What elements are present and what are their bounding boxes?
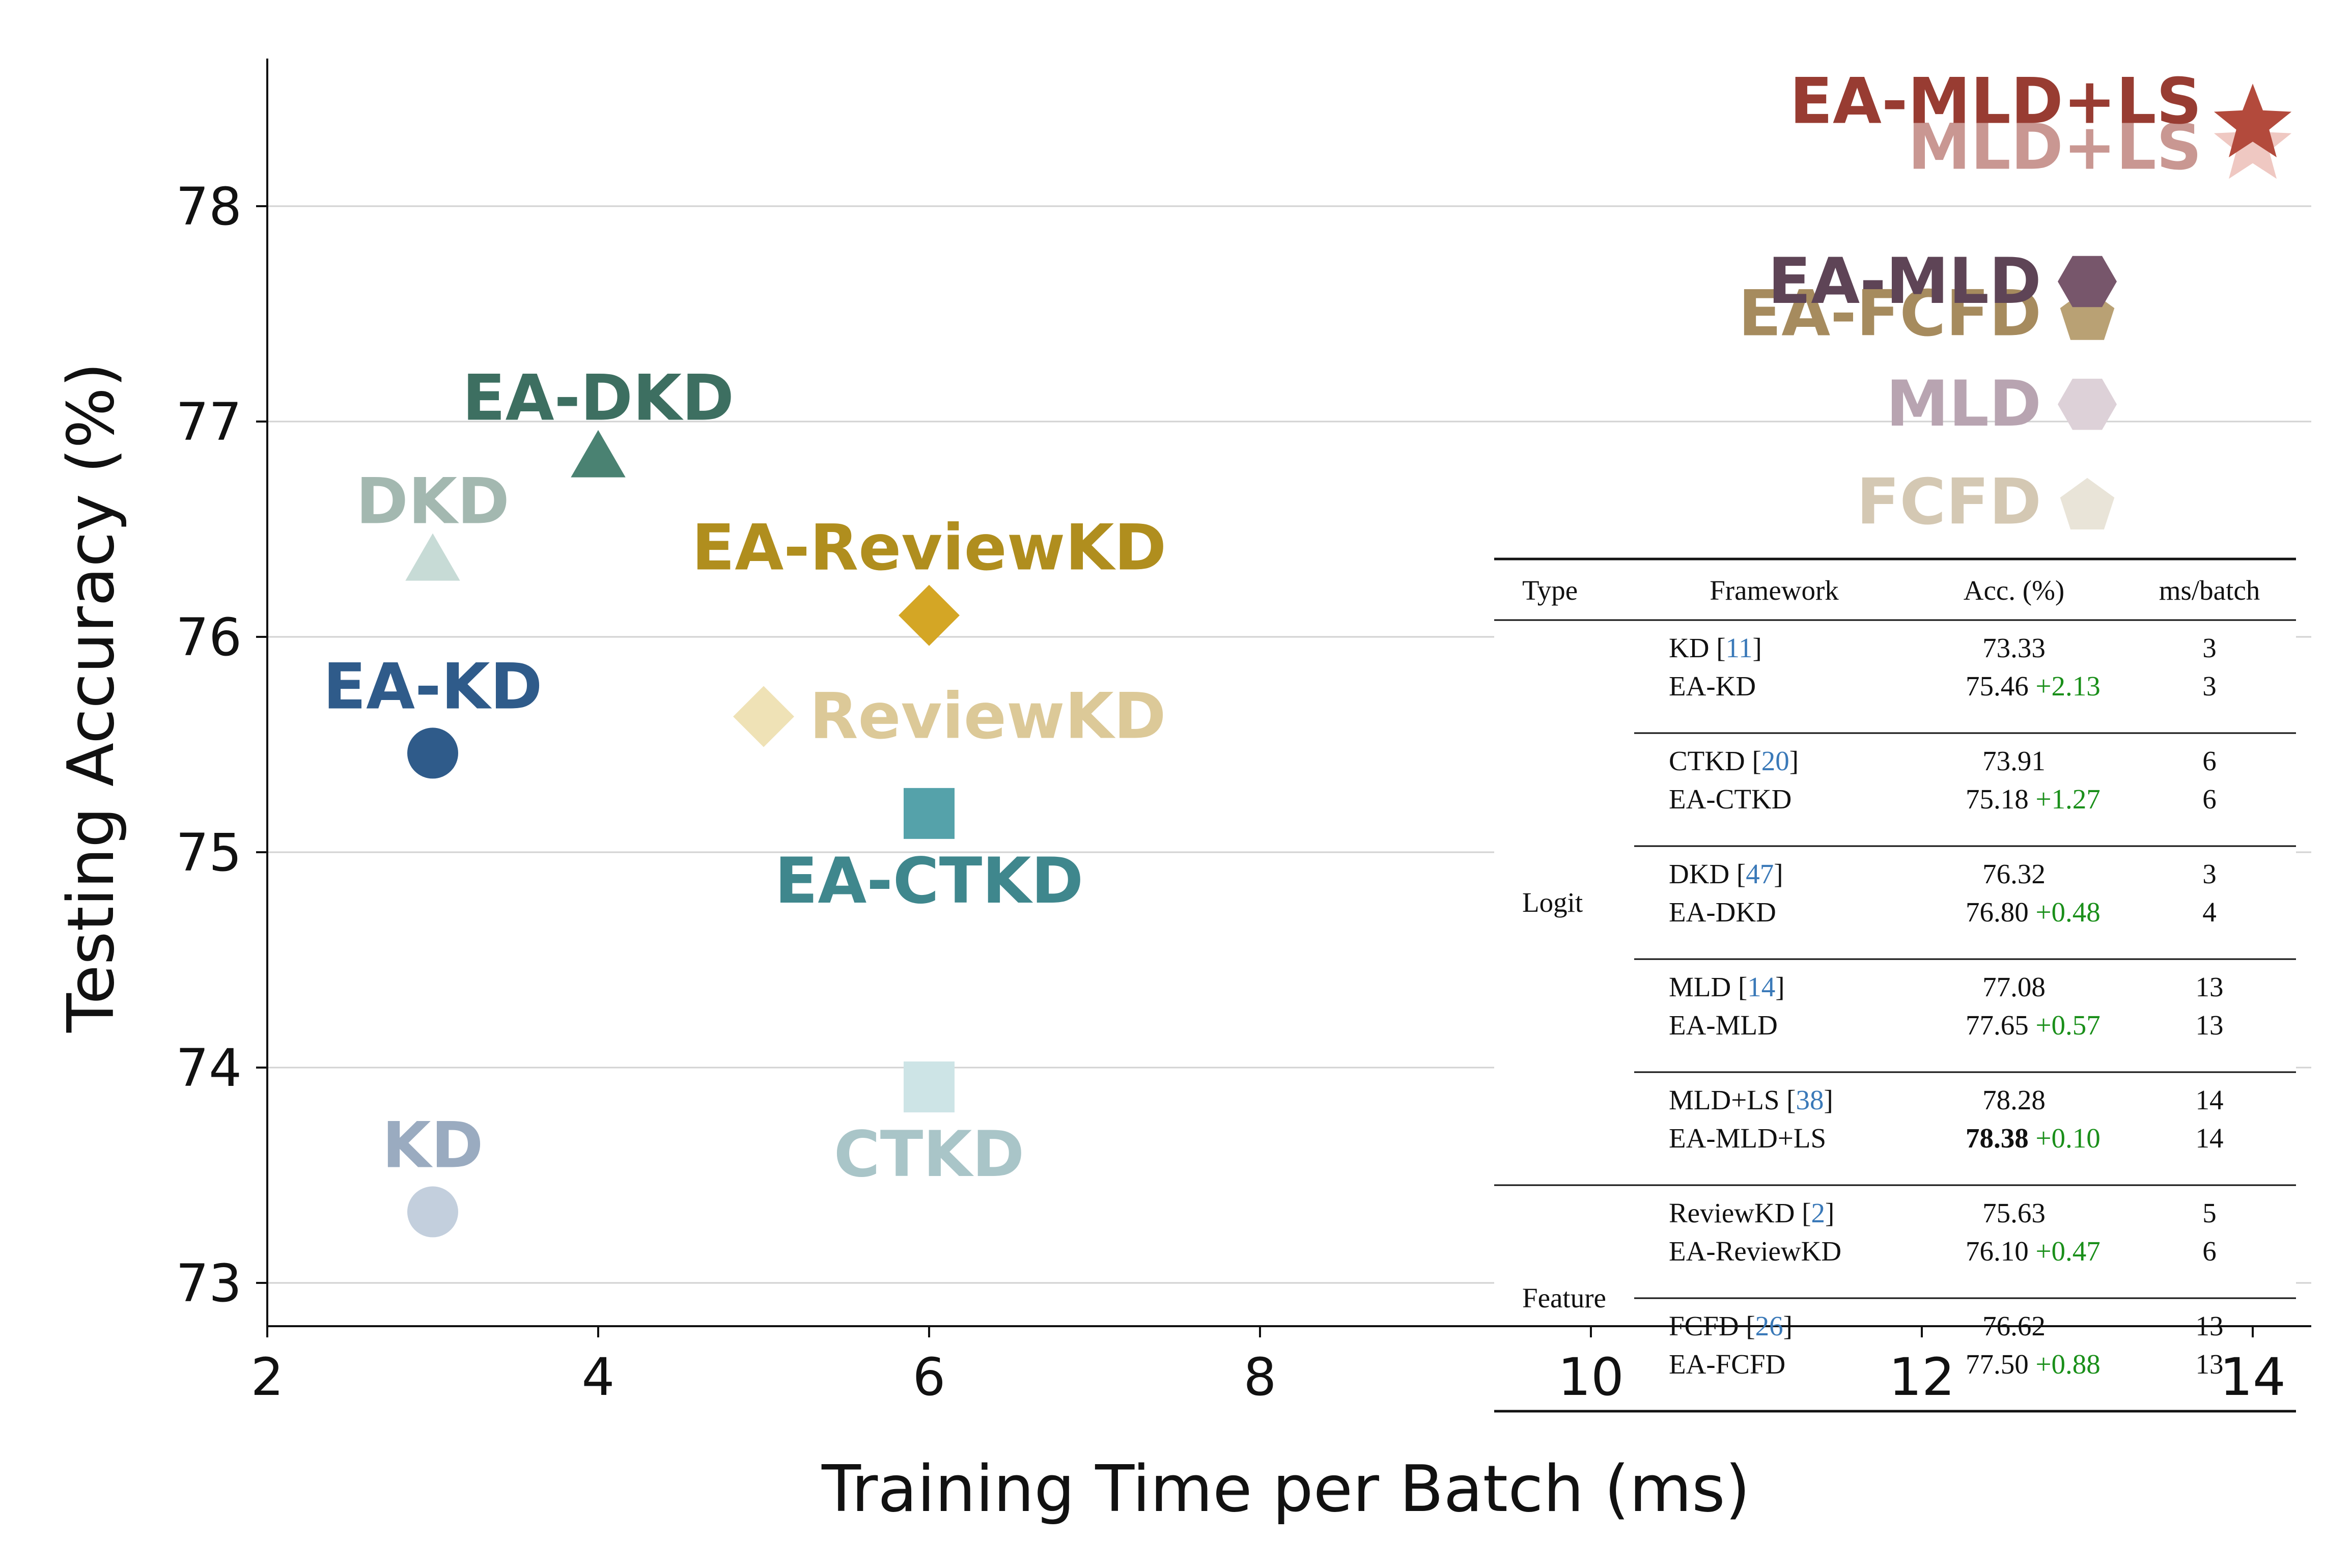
point-ea-ctkd (904, 788, 955, 839)
point-label-mld-ls: MLD+LS (1908, 111, 2202, 184)
table-framework-cell: FCFD [26] (1669, 1310, 1793, 1341)
point-fcfd (2060, 478, 2115, 529)
table-framework-cell: ReviewKD [2] (1669, 1197, 1834, 1228)
point-label-ea-mld: EA-MLD (1768, 245, 2041, 318)
y-tick-label: 74 (176, 1038, 242, 1099)
table-framework-cell: EA-ReviewKD (1669, 1236, 1841, 1267)
table-acc-cell: 73.91 (1982, 745, 2046, 776)
table-ms-cell: 14 (2196, 1123, 2224, 1154)
x-tick-label: 4 (582, 1347, 615, 1408)
table-acc-cell: 73.33 (1982, 632, 2046, 663)
point-label-fcfd: FCFD (1857, 466, 2041, 539)
y-tick-label: 76 (176, 607, 242, 668)
table-acc-cell: 78.28 (1982, 1084, 2046, 1115)
table-framework-cell: EA-CTKD (1669, 783, 1791, 815)
x-tick-label: 12 (1889, 1347, 1955, 1408)
table-acc-cell: 78.38 +0.10 (1966, 1123, 2101, 1154)
x-tick-label: 6 (913, 1347, 946, 1408)
table-type-cell: Feature (1522, 1282, 1606, 1313)
y-axis-title: Testing Accuracy (%) (53, 362, 128, 1033)
point-ea-kd (407, 727, 458, 779)
table-ms-cell: 6 (2202, 1236, 2217, 1267)
point-labels: KD EA-KD DKD EA-DKD CTKD EA-CTKD ReviewKD EA-Re… (323, 65, 2202, 1191)
table-type-cell: Logit (1522, 887, 1583, 918)
table-acc-cell: 75.18 +1.27 (1966, 783, 2101, 815)
table-header-cell: Type (1522, 575, 1578, 606)
table-ms-cell: 13 (2196, 1010, 2224, 1041)
table-ms-cell: 14 (2196, 1084, 2224, 1115)
x-tick-label: 2 (251, 1347, 284, 1408)
table-acc-cell: 77.50 +0.88 (1966, 1349, 2101, 1380)
point-ea-reviewkd (899, 584, 960, 646)
table-framework-cell: EA-DKD (1669, 897, 1776, 928)
y-tick-label: 75 (176, 823, 242, 883)
table-ms-cell: 13 (2196, 1349, 2224, 1380)
x-tick-label: 8 (1244, 1347, 1277, 1408)
table-acc-cell: 76.10 +0.47 (1966, 1236, 2101, 1267)
table-framework-cell: EA-FCFD (1669, 1349, 1785, 1380)
table-acc-cell: 76.62 (1982, 1310, 2046, 1341)
table-ms-cell: 3 (2202, 632, 2217, 663)
y-tick-label: 73 (176, 1253, 242, 1314)
table-ms-cell: 13 (2196, 1310, 2224, 1341)
point-kd (407, 1186, 458, 1238)
table-acc-cell: 76.32 (1982, 858, 2046, 889)
table-acc-cell: 77.08 (1982, 971, 2046, 1002)
point-label-ea-reviewkd: EA-ReviewKD (692, 512, 1167, 585)
point-reviewkd (733, 686, 794, 747)
point-mld (2058, 378, 2117, 430)
point-label-dkd: DKD (356, 465, 510, 539)
table-acc-cell: 77.65 +0.57 (1966, 1010, 2101, 1041)
table-acc-cell: 75.46 +2.13 (1966, 670, 2101, 702)
table-header-cell: Framework (1710, 575, 1839, 606)
data-points (405, 83, 2292, 1238)
point-label-kd: KD (382, 1109, 483, 1182)
point-ea-mld-ls (2214, 83, 2292, 157)
table-framework-cell: EA-MLD+LS (1669, 1123, 1826, 1154)
table-ms-cell: 6 (2202, 783, 2217, 815)
table-header-cell: Acc. (%) (1964, 575, 2065, 606)
table-ms-cell: 3 (2202, 858, 2217, 889)
results-table: Type Framework Acc. (%) ms/batch KD [11] 73.3… (1494, 557, 2296, 1413)
table-framework-cell: KD [11] (1669, 632, 1762, 663)
table-ms-cell: 5 (2202, 1197, 2217, 1228)
point-mld-ls (2214, 105, 2292, 179)
table-header-cell: ms/batch (2159, 575, 2260, 606)
point-label-ea-ctkd: EA-CTKD (775, 845, 1084, 918)
table-framework-cell: MLD [14] (1669, 971, 1785, 1002)
point-dkd (405, 533, 460, 581)
table-ms-cell: 13 (2196, 971, 2224, 1002)
table-acc-cell: 75.63 (1982, 1197, 2046, 1228)
point-label-ea-dkd: EA-DKD (462, 362, 734, 435)
point-ctkd (904, 1061, 955, 1113)
table-framework-cell: EA-MLD (1669, 1010, 1778, 1041)
point-label-ctkd: CTKD (834, 1118, 1025, 1191)
point-label-ea-fcfd: EA-FCFD (1739, 277, 2041, 351)
x-tick-label: 14 (2220, 1347, 2286, 1408)
point-ea-dkd (571, 430, 626, 478)
axes: 73 74 75 76 77 78 2 4 6 8 10 12 14 (176, 59, 2311, 1408)
table-framework-cell: DKD [47] (1669, 858, 1783, 889)
point-label-mld: MLD (1886, 368, 2041, 441)
point-label-ea-mld-ls: EA-MLD+LS (1789, 65, 2202, 138)
point-label-ea-kd: EA-KD (323, 650, 542, 723)
table-ms-cell: 3 (2202, 670, 2217, 702)
y-tick-label: 78 (176, 177, 242, 237)
table-framework-cell: CTKD [20] (1669, 745, 1799, 776)
table-ms-cell: 6 (2202, 745, 2217, 776)
x-tick-label: 10 (1558, 1347, 1624, 1408)
y-tick-label: 77 (176, 392, 242, 453)
table-framework-cell: EA-KD (1669, 670, 1756, 702)
table-ms-cell: 4 (2202, 897, 2217, 928)
point-label-reviewkd: ReviewKD (809, 680, 1166, 753)
table-acc-cell: 76.80 +0.48 (1966, 897, 2101, 928)
x-axis-title: Training Time per Batch (ms) (821, 1451, 1750, 1526)
point-ea-mld (2058, 256, 2117, 307)
table-background (1494, 557, 2296, 1308)
table-framework-cell: MLD+LS [38] (1669, 1084, 1833, 1115)
